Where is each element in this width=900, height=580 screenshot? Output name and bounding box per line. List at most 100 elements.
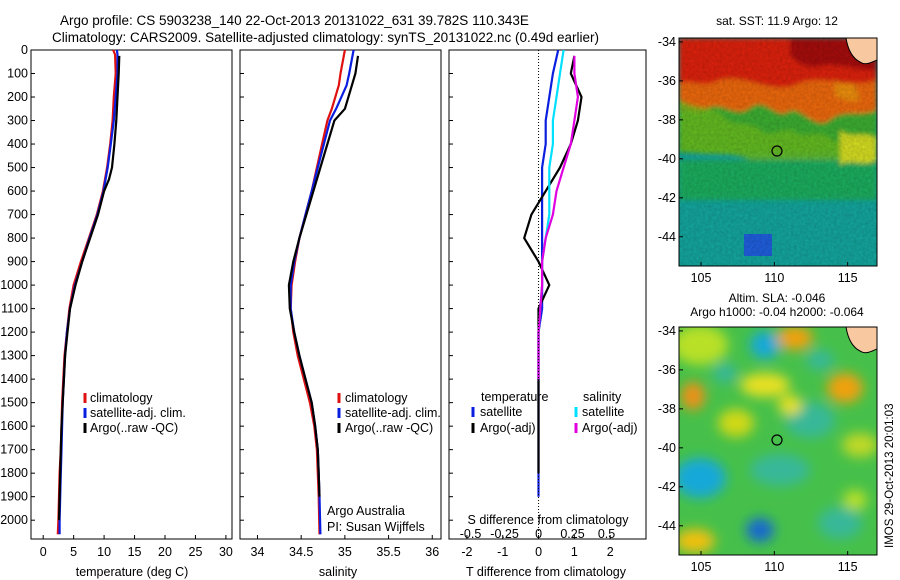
y-tick-label: -44 xyxy=(658,519,676,533)
coastline xyxy=(845,38,877,65)
legend-label-t-satellite: satellite xyxy=(480,405,522,419)
difference-x-label: T difference from climatology xyxy=(466,565,627,579)
series-line-argo-raw-qc xyxy=(287,55,360,497)
pi-label: PI: Susan Wijffels xyxy=(327,520,425,534)
difference-panel-frame xyxy=(448,49,647,540)
argo-float-marker xyxy=(771,434,783,446)
sla-map-title: Altim. SLA: -0.046 xyxy=(729,291,826,305)
y-tick-label: 0 xyxy=(21,43,28,57)
y-tick-label: 1500 xyxy=(0,396,28,410)
y-tick-label: 1100 xyxy=(1,302,28,316)
sla-map-subtitle: Argo h1000: -0.04 h2000: -0.064 xyxy=(690,305,864,319)
y-tick-label: 1900 xyxy=(0,490,28,504)
sst-map-frame xyxy=(678,37,878,267)
temperature-x-label: temperature (deg C) xyxy=(76,565,189,579)
legend-label-satellite: satellite-adj. clim. xyxy=(345,406,441,420)
y-tick-label: 700 xyxy=(7,208,28,222)
y-tick-label: 100 xyxy=(7,67,28,81)
y-tick-label: 400 xyxy=(7,137,28,151)
x-tick-label: 105 xyxy=(691,271,712,285)
argo-float-marker xyxy=(771,145,783,157)
top-tick-label: 0.25 xyxy=(560,527,584,541)
y-tick-label: 1600 xyxy=(0,419,28,433)
coastline xyxy=(845,327,877,354)
legend-label-satellite: satellite-adj. clim. xyxy=(90,406,186,420)
sla-map-frame xyxy=(678,326,878,556)
y-tick-label: 1400 xyxy=(0,372,28,386)
y-tick-label: -34 xyxy=(658,324,676,338)
y-tick-label: 800 xyxy=(7,231,28,245)
y-tick-label: -36 xyxy=(658,74,676,88)
temperature-legend: climatology satellite-adj. clim. Argo(..… xyxy=(83,391,186,435)
sst-map-axes: 105 110 115 -34 -36 -38 -40 -42 -44 xyxy=(658,35,858,285)
top-tick-label: 0 xyxy=(535,527,542,541)
x-tick-label: 0 xyxy=(535,545,542,559)
legend-label-argo: Argo(..raw -QC) xyxy=(345,421,433,435)
salinity-x-label: salinity xyxy=(319,565,358,579)
series-line-climatology xyxy=(56,49,117,535)
y-tick-label: -38 xyxy=(658,402,676,416)
salinity-plot: 34 34.5 35 35.5 36 xyxy=(240,49,439,559)
x-tick-label: 15 xyxy=(128,545,142,559)
x-tick-label: 105 xyxy=(691,560,712,574)
legend-label-climatology: climatology xyxy=(90,391,153,405)
header-line-1: Argo profile: CS 5903238_140 22-Oct-2013… xyxy=(60,13,529,28)
argo-australia-label: Argo Australia xyxy=(327,504,405,518)
x-tick-label: -2 xyxy=(461,545,472,559)
temperature-panel-frame xyxy=(30,49,233,540)
salinity-legend: climatology satellite-adj. clim. Argo(..… xyxy=(337,391,441,435)
sst-map xyxy=(679,38,877,266)
y-tick-label: -42 xyxy=(658,191,676,205)
x-tick-label: 36 xyxy=(425,545,439,559)
y-tick-label: 200 xyxy=(7,90,28,104)
sla-map-axes: 105 110 115 -34 -36 -38 -40 -42 -44 xyxy=(658,324,858,574)
x-tick-label: 5 xyxy=(70,545,77,559)
x-tick-label: 0 xyxy=(40,545,47,559)
y-tick-label: -40 xyxy=(658,152,676,166)
legend-label-climatology: climatology xyxy=(345,391,408,405)
x-tick-label: 2 xyxy=(607,545,614,559)
top-tick-label: -0.25 xyxy=(490,527,519,541)
series-line-satellite-adj-clim xyxy=(289,49,355,535)
x-tick-label: 20 xyxy=(158,545,172,559)
y-tick-label: -42 xyxy=(658,480,676,494)
y-tick-label: 1800 xyxy=(0,466,28,480)
difference-legend: temperature salinity satellite Argo(-adj… xyxy=(471,390,638,435)
y-tick-label: 2000 xyxy=(0,513,28,527)
y-tick-label: -40 xyxy=(658,441,676,455)
legend-header-salinity: salinity xyxy=(583,390,622,404)
x-tick-label: -1 xyxy=(497,545,508,559)
x-tick-label: 115 xyxy=(838,560,858,574)
x-tick-label: 110 xyxy=(764,271,784,285)
series-line-satellite-adj-clim xyxy=(58,49,119,535)
legend-label-t-argo: Argo(-adj) xyxy=(480,421,536,435)
x-tick-label: 110 xyxy=(764,560,784,574)
x-tick-label: 35 xyxy=(338,545,352,559)
legend-label-s-argo: Argo(-adj) xyxy=(582,421,638,435)
y-tick-label: -44 xyxy=(658,230,676,244)
salinity-panel-frame xyxy=(239,49,442,540)
x-tick-label: 1 xyxy=(571,545,578,559)
y-tick-label: 900 xyxy=(7,255,28,269)
imos-timestamp: IMOS 29-Oct-2013 20:01:03 xyxy=(884,404,896,548)
y-tick-label: 600 xyxy=(7,184,28,198)
difference-top-x-label: S difference from climatology xyxy=(468,513,630,527)
x-tick-label: 115 xyxy=(838,271,858,285)
x-tick-label: 34.5 xyxy=(289,545,313,559)
x-tick-label: 34 xyxy=(251,545,265,559)
y-tick-label: 1700 xyxy=(0,443,28,457)
temperature-plot: 0 5 10 15 20 25 300100200300400500600700800900… xyxy=(0,43,233,559)
x-tick-label: 25 xyxy=(189,545,203,559)
difference-plot: -2 -1 0 1 2 -0.5 -0.25 0 0.25 0.5 xyxy=(449,49,615,559)
y-tick-label: 1000 xyxy=(0,278,28,292)
sla-map xyxy=(679,327,877,555)
y-tick-label: 1300 xyxy=(0,349,28,363)
legend-header-temperature: temperature xyxy=(481,390,548,404)
x-tick-label: 10 xyxy=(97,545,111,559)
legend-label-argo: Argo(..raw -QC) xyxy=(90,421,178,435)
y-tick-label: 1200 xyxy=(0,325,28,339)
top-tick-label: 0.5 xyxy=(598,527,615,541)
header-line-2: Climatology: CARS2009. Satellite-adjuste… xyxy=(52,30,599,45)
x-tick-label: 35.5 xyxy=(376,545,400,559)
